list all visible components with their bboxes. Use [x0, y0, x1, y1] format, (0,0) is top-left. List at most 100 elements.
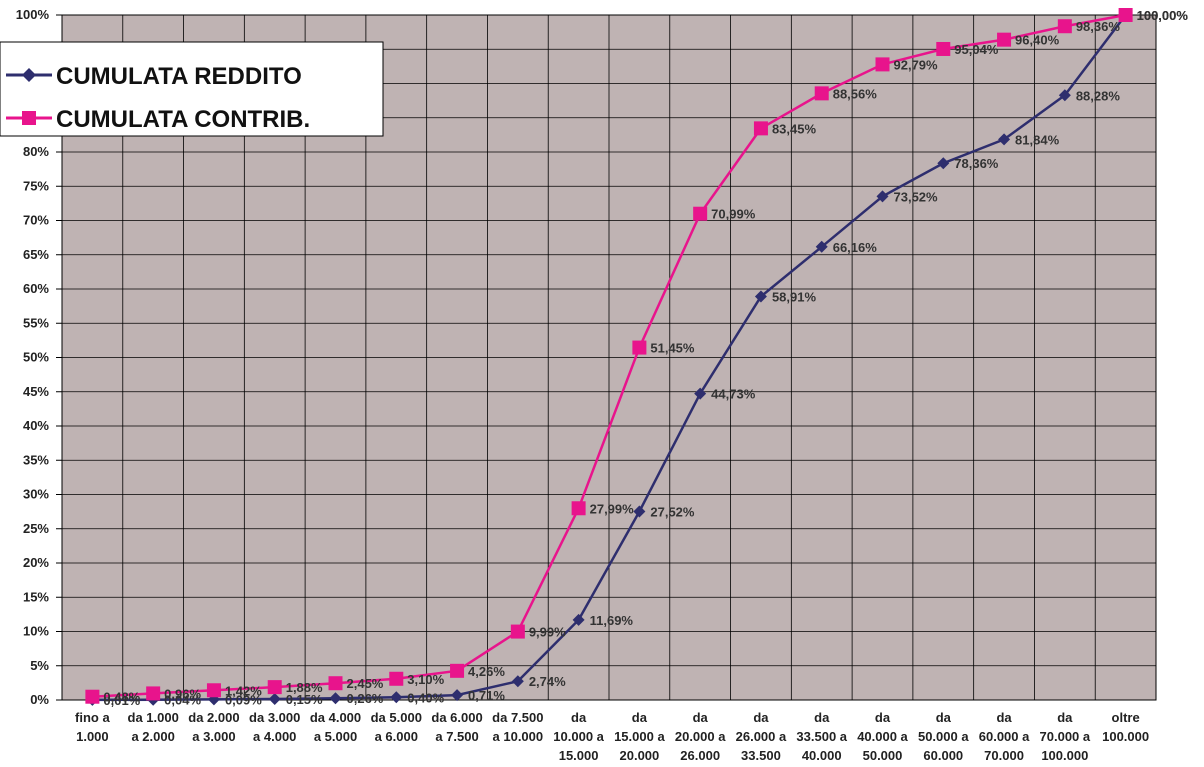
x-tick-label-line: da [814, 710, 830, 725]
data-point [936, 41, 951, 56]
x-tick-label-line: da [875, 710, 891, 725]
y-tick-label: 30% [23, 487, 49, 502]
x-tick-label: da 5.000 a 6.000 [371, 710, 422, 744]
data-point [328, 676, 343, 691]
data-point [815, 240, 828, 253]
x-tick-label-line: 33.500 [741, 748, 781, 763]
x-tick-label-line: da 7.500 [492, 710, 543, 725]
series-contrib: 0,48% 0,96% 1,42% 1,88% 2,45% 3,10% 4,26% 9,99%… [85, 8, 1188, 705]
data-point [1118, 8, 1133, 22]
y-tick-label: 70% [23, 213, 49, 228]
data-point [632, 340, 647, 355]
y-tick-label: 20% [23, 555, 49, 570]
legend-marker [22, 111, 36, 125]
x-tick-label: da 40.000 a 50.000 [857, 710, 908, 763]
y-tick-label: 80% [23, 144, 49, 159]
data-label: 70,99% [711, 207, 756, 222]
x-tick-label-line: 10.000 a [553, 729, 604, 744]
data-label: 3,10% [407, 672, 444, 687]
x-axis-tick-labels: fino a 1.000 da 1.000 a 2.000 da 2.000 a 3.00… [75, 710, 1149, 763]
data-label: 9,99% [529, 625, 566, 640]
data-point [875, 57, 890, 72]
data-label: 0,09% [225, 692, 262, 707]
data-point [267, 680, 282, 695]
data-label: 1,42% [225, 683, 262, 698]
x-tick-label: da 70.000 a 100.000 [1040, 710, 1091, 763]
data-label: 11,69% [590, 613, 634, 628]
x-tick-label: da 10.000 a 15.000 [553, 710, 604, 763]
data-label: 2,74% [529, 674, 566, 689]
data-point [571, 501, 586, 516]
data-label: 0,96% [164, 686, 201, 701]
x-tick-label-line: da 3.000 [249, 710, 300, 725]
data-label: 0,48% [103, 690, 140, 705]
legend: CUMULATA REDDITO CUMULATA CONTRIB. [0, 41, 384, 137]
data-point [511, 675, 524, 688]
data-label: 83,45% [772, 121, 817, 136]
data-label: 95,04% [954, 42, 999, 57]
x-tick-label-line: da [571, 710, 587, 725]
x-tick-label-line: da [753, 710, 769, 725]
x-tick-label-line: 100.000 [1041, 748, 1088, 763]
data-label: 66,16% [833, 240, 878, 255]
data-label: 0,71% [468, 688, 505, 703]
data-point [693, 206, 708, 221]
data-point [1058, 89, 1071, 102]
legend-marker [22, 68, 36, 82]
y-tick-label: 60% [23, 281, 49, 296]
x-tick-label-line: 40.000 a [857, 729, 908, 744]
legend-entry-label: CUMULATA CONTRIB. [56, 106, 310, 133]
data-label: 88,28% [1076, 88, 1121, 103]
x-tick-label-line: da 1.000 [128, 710, 179, 725]
y-tick-label: 75% [23, 178, 49, 193]
data-label: 27,99% [590, 501, 635, 516]
data-point [206, 683, 221, 698]
x-tick-label: da 20.000 a 26.000 [675, 710, 726, 763]
data-point [451, 689, 464, 702]
data-label: 0,15% [286, 692, 323, 707]
x-tick-label-line: fino a [75, 710, 110, 725]
x-tick-label-line: da 6.000 [431, 710, 482, 725]
data-point [268, 692, 281, 705]
data-point [389, 671, 404, 686]
data-label: 73,52% [894, 189, 939, 204]
x-tick-label-line: a 7.500 [435, 729, 478, 744]
series-line [92, 14, 1127, 702]
data-label: 100,00% [1137, 8, 1189, 23]
series-reddito: 0,01% 0,04% 0,09% 0,15% 0,26% 0,40% 0,71%2,74%… [86, 8, 1188, 708]
y-tick-label: 0% [30, 692, 49, 707]
data-label: 2,45% [347, 676, 384, 691]
x-tick-label: da 6.000 a 7.500 [431, 710, 482, 744]
y-tick-label: 50% [23, 350, 49, 365]
x-tick-label-line: da 5.000 [371, 710, 422, 725]
x-tick-label: da 26.000 a 33.500 [736, 710, 787, 763]
x-tick-label-line: a 2.000 [131, 729, 174, 744]
x-tick-label: da 3.000 a 4.000 [249, 710, 300, 744]
x-tick-label: da 1.000 a 2.000 [128, 710, 179, 744]
x-tick-label-line: 60.000 a [979, 729, 1030, 744]
data-label: 0,26% [347, 691, 384, 706]
x-tick-label-line: da 4.000 [310, 710, 361, 725]
x-tick-label-line: da [936, 710, 952, 725]
x-tick-label-line: a 4.000 [253, 729, 296, 744]
data-point [572, 613, 585, 626]
data-point [329, 692, 342, 705]
x-tick-label-line: 15.000 a [614, 729, 665, 744]
data-label: 92,79% [894, 57, 939, 72]
x-tick-label-line: 15.000 [559, 748, 599, 763]
x-tick-label-line: oltre [1112, 710, 1140, 725]
data-point [390, 691, 403, 704]
x-tick-label: da 2.000 a 3.000 [188, 710, 239, 744]
data-label: 96,40% [1015, 33, 1060, 48]
x-tick-label: da 60.000 a 70.000 [979, 710, 1030, 763]
x-tick-label-line: da [996, 710, 1012, 725]
data-label: 81,84% [1015, 132, 1060, 147]
gridlines [62, 14, 1156, 700]
data-point [146, 686, 161, 701]
data-label: 88,56% [833, 86, 878, 101]
x-tick-label-line: a 3.000 [192, 729, 235, 744]
data-label: 78,36% [954, 156, 999, 171]
x-tick-label: da 33.500 a 40.000 [796, 710, 847, 763]
x-tick-label-line: 60.000 [923, 748, 963, 763]
